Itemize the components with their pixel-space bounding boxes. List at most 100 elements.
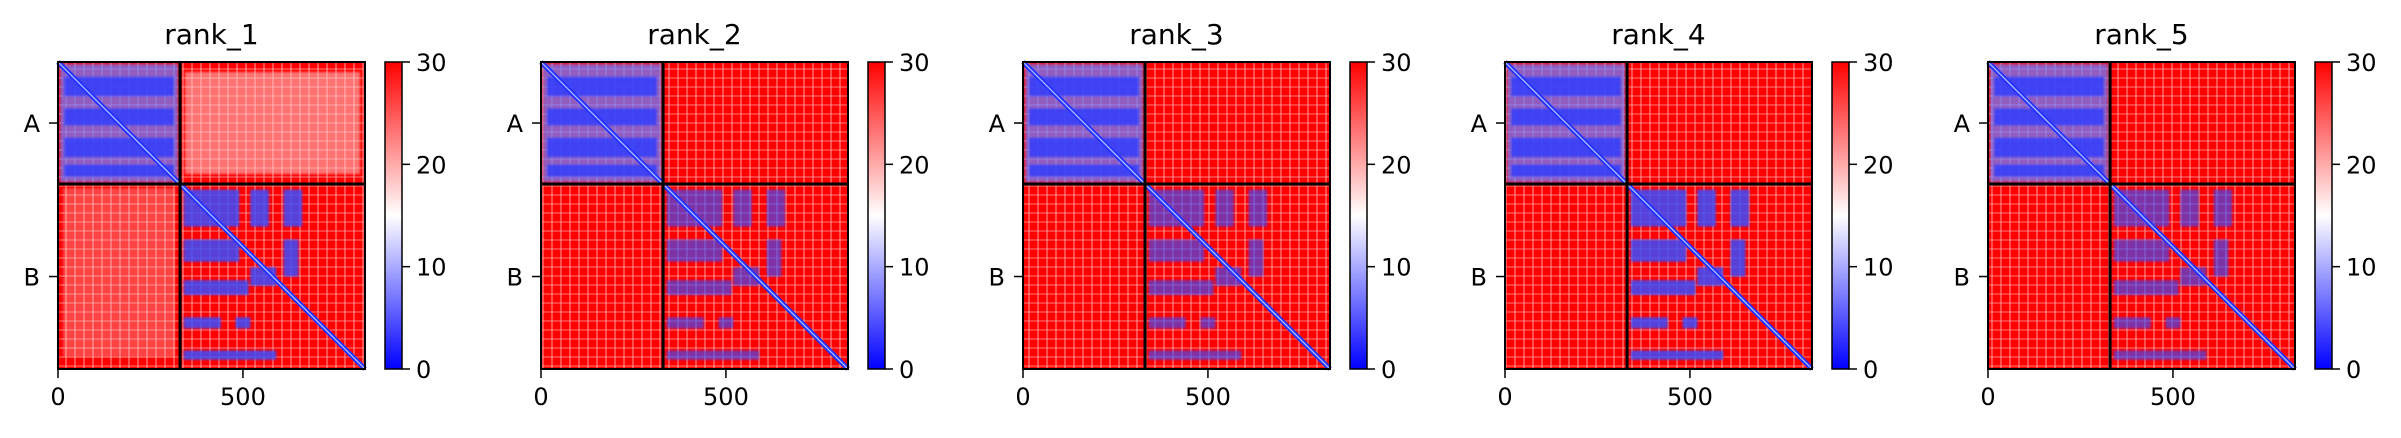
block-B-domain xyxy=(235,317,251,329)
panel-rank_4: rank_4 A B 0 500 0 10 20 30 xyxy=(1471,18,1894,411)
colorbar-tick-label: 0 xyxy=(1863,356,1878,384)
colorbar: 0 10 20 30 xyxy=(867,49,930,384)
block-A-domain xyxy=(547,137,657,158)
block-A-domain xyxy=(547,164,657,177)
interchain-patch xyxy=(63,188,176,357)
axes-frame xyxy=(1022,61,1331,370)
colorbar-tick-label: 10 xyxy=(1381,254,1412,282)
ytick-label: A xyxy=(1471,110,1488,138)
block-B-domain xyxy=(2113,239,2170,262)
colorbar-gradient xyxy=(2314,61,2333,370)
colorbar-tick-label: 30 xyxy=(899,49,930,77)
block-A-domain xyxy=(64,108,174,126)
ytick-label: B xyxy=(507,264,523,292)
block-A-domain xyxy=(547,108,657,126)
xtick-label: 500 xyxy=(1667,383,1713,411)
block-B-domain xyxy=(2213,239,2229,277)
ytick-label: B xyxy=(24,264,40,292)
axes-frame xyxy=(57,61,366,370)
panel-title: rank_4 xyxy=(1611,18,1705,51)
colorbar-tick-label: 0 xyxy=(1381,356,1396,384)
colorbar-tick-label: 30 xyxy=(2346,49,2377,77)
block-A-domain xyxy=(1511,137,1621,158)
heatmap xyxy=(539,60,850,371)
block-B-domain xyxy=(183,280,249,296)
colorbar-tick-label: 10 xyxy=(899,254,930,282)
block-B-domain xyxy=(183,317,221,329)
xtick-label: 0 xyxy=(50,383,65,411)
block-B-domain xyxy=(733,189,752,227)
block-B-domain xyxy=(283,189,303,227)
block-B-domain xyxy=(666,317,704,329)
colorbar-tick-label: 20 xyxy=(899,151,930,179)
panel-title: rank_1 xyxy=(164,18,258,51)
ytick-label: A xyxy=(989,110,1006,138)
block-B-domain xyxy=(183,239,240,262)
block-B-domain xyxy=(2113,350,2207,360)
panel-title: rank_3 xyxy=(1129,18,1223,51)
xtick-label: 0 xyxy=(1980,383,1995,411)
colorbar-gradient xyxy=(1831,61,1850,370)
colorbar-tick-label: 20 xyxy=(416,151,447,179)
block-A-domain xyxy=(1029,137,1139,158)
diagonal-highlight xyxy=(1022,61,1331,370)
block-B-domain xyxy=(250,189,269,227)
axes-frame xyxy=(1987,61,2296,370)
block-B-domain xyxy=(666,239,723,262)
xtick-label: 500 xyxy=(703,383,749,411)
xtick-label: 0 xyxy=(1015,383,1030,411)
block-B-domain xyxy=(1148,280,1214,296)
panel-rank_3: rank_3 A B 0 500 0 10 20 30 xyxy=(989,18,1412,411)
block-B-domain xyxy=(1248,239,1264,277)
ytick-label: A xyxy=(507,110,524,138)
block-B-domain xyxy=(1148,317,1186,329)
colorbar-tick-label: 0 xyxy=(2346,356,2361,384)
block-A-domain xyxy=(1029,164,1139,177)
colorbar-gradient xyxy=(1349,61,1368,370)
xtick-label: 0 xyxy=(533,383,548,411)
panel-rank_5: rank_5 A B 0 500 0 10 20 30 xyxy=(1954,18,2377,411)
block-B-domain xyxy=(2180,189,2199,227)
block-B-domain xyxy=(1630,317,1668,329)
axes-frame xyxy=(540,61,849,370)
heatmap xyxy=(56,60,367,371)
xtick-label: 500 xyxy=(1185,383,1231,411)
ytick-label: B xyxy=(1471,264,1487,292)
block-B-domain xyxy=(1697,189,1716,227)
panel-title: rank_5 xyxy=(2094,18,2188,51)
panel-title: rank_2 xyxy=(647,18,741,51)
panel-rank_2: rank_2 A B 0 500 0 10 20 30 xyxy=(507,18,930,411)
block-B-domain xyxy=(1730,189,1750,227)
xtick-label: 500 xyxy=(220,383,266,411)
block-A-domain xyxy=(64,137,174,158)
xtick-label: 0 xyxy=(1497,383,1512,411)
block-B-domain xyxy=(2113,317,2151,329)
heatmap xyxy=(1503,60,1814,371)
colorbar-gradient xyxy=(867,61,886,370)
block-B-domain xyxy=(766,189,786,227)
panel-rank_1: rank_1 A B 0 500 0 10 20 30 xyxy=(24,18,447,411)
block-B-domain xyxy=(183,350,277,360)
ytick-label: A xyxy=(1954,110,1971,138)
block-B-domain xyxy=(1200,317,1216,329)
block-B-domain xyxy=(666,280,732,296)
block-B-domain xyxy=(1248,189,1268,227)
ytick-label: B xyxy=(989,264,1005,292)
colorbar: 0 10 20 30 xyxy=(1831,49,1894,384)
colorbar: 0 10 20 30 xyxy=(1349,49,1412,384)
block-B-domain xyxy=(1730,239,1746,277)
colorbar-tick-label: 20 xyxy=(1863,151,1894,179)
heatmap xyxy=(1986,60,2297,371)
block-A-domain xyxy=(547,76,657,97)
block-B-domain xyxy=(2113,280,2179,296)
block-B-domain xyxy=(1630,239,1687,262)
block-B-domain xyxy=(1215,189,1234,227)
colorbar-tick-label: 30 xyxy=(1381,49,1412,77)
ytick-label: B xyxy=(1954,264,1970,292)
colorbar-tick-label: 30 xyxy=(1863,49,1894,77)
block-B-domain xyxy=(1148,239,1205,262)
heatmap xyxy=(1021,60,1332,371)
xtick-label: 500 xyxy=(2150,383,2196,411)
block-A-domain xyxy=(1511,108,1621,126)
